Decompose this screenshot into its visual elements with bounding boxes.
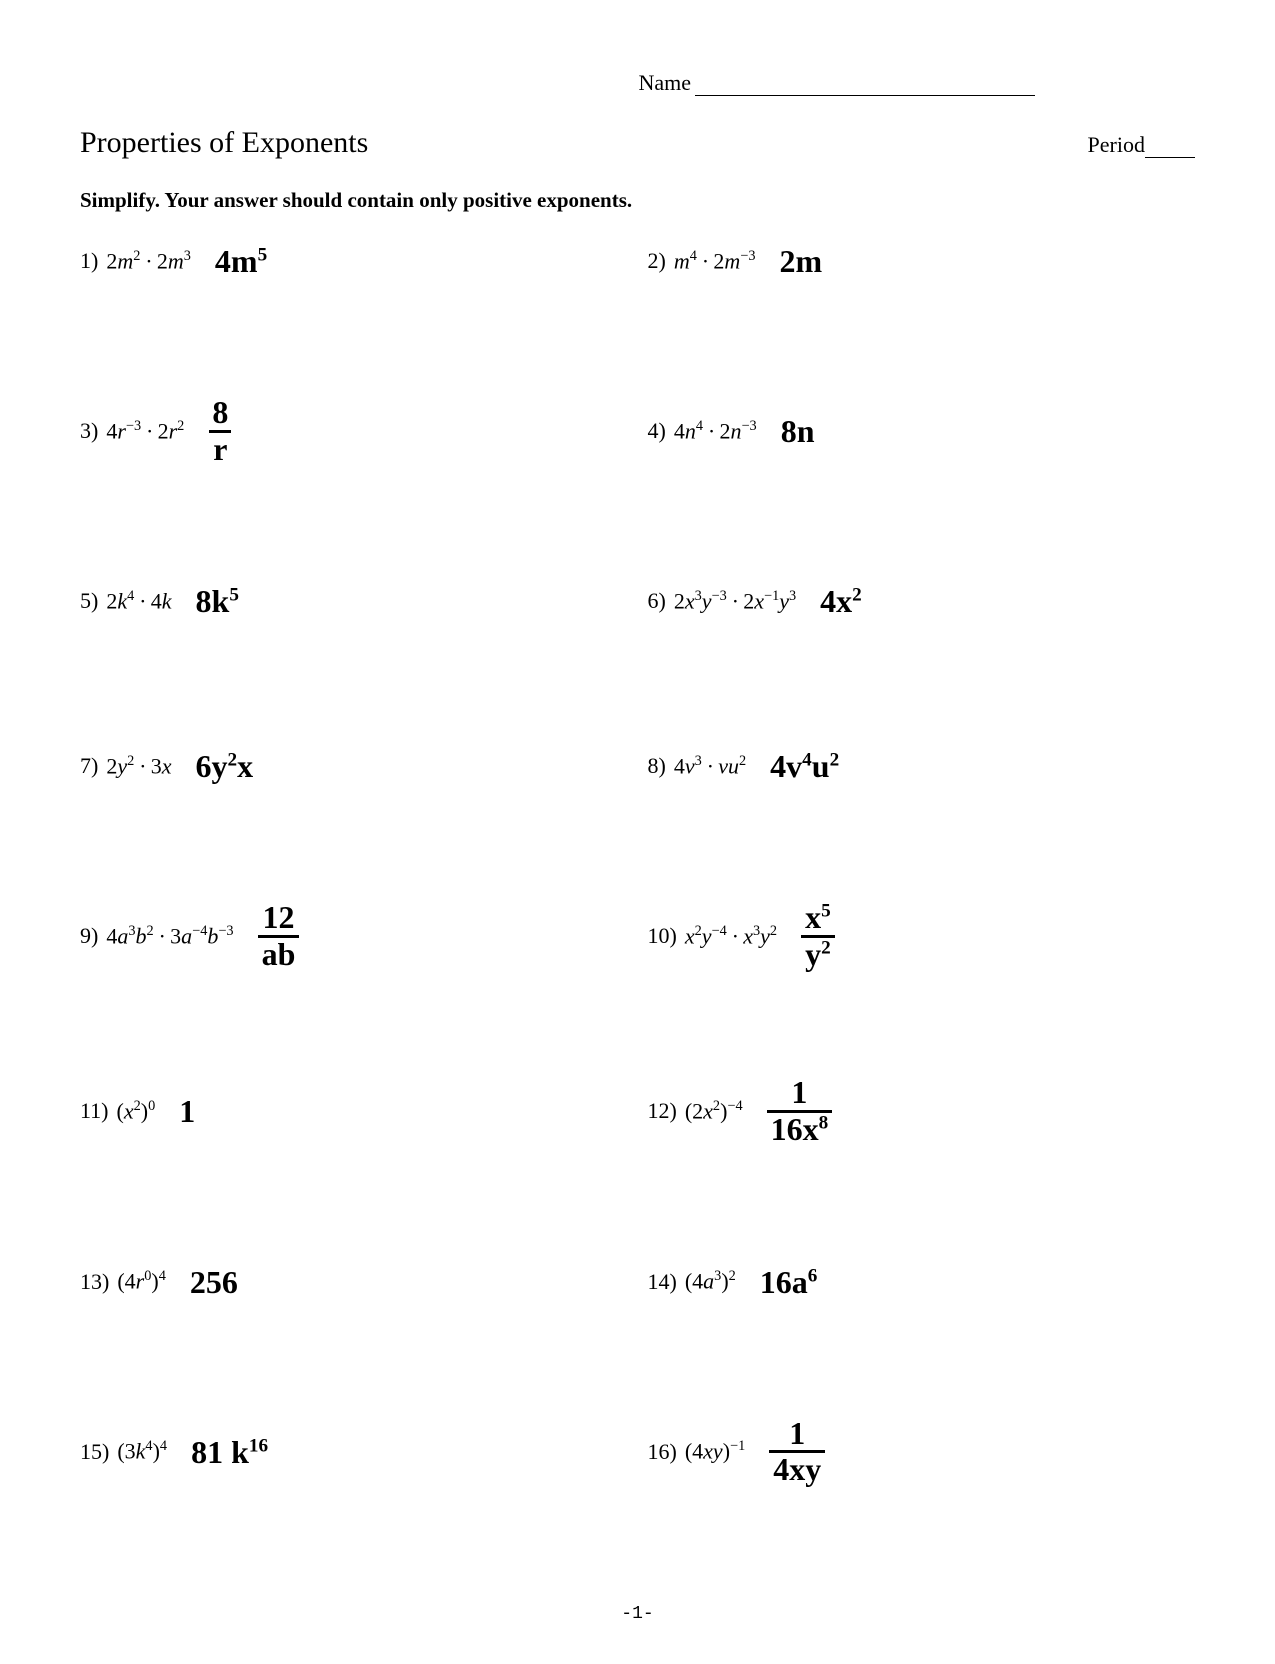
problem-number: 3) [80,418,98,444]
problem-number: 14) [648,1269,677,1295]
handwritten-answer: 116x8 [767,1076,833,1146]
problem-8: 8) 4v3 · vu2 4v4u2 [648,736,1196,796]
problem-expression: m4 · 2m−3 [674,248,756,274]
handwritten-answer: 1 [179,1095,195,1127]
problem-6: 6) 2x3y−3 · 2x−1y3 4x2 [648,571,1196,631]
problem-number: 13) [80,1269,109,1295]
problem-13: 13) (4r0)4 256 [80,1252,628,1312]
handwritten-answer: 2m [779,245,822,277]
problem-12: 12) (2x2)−4 116x8 [648,1076,1196,1146]
problem-number: 10) [648,923,677,949]
problem-expression: 2m2 · 2m3 [106,248,191,274]
problem-number: 7) [80,753,98,779]
handwritten-answer: x5y2 [801,901,835,971]
problem-2: 2) m4 · 2m−3 2m [648,231,1196,291]
problem-number: 5) [80,588,98,614]
problem-7: 7) 2y2 · 3x 6y2x [80,736,628,796]
instructions: Simplify. Your answer should contain onl… [80,188,1195,213]
problem-number: 1) [80,248,98,274]
problem-number: 12) [648,1098,677,1124]
problems-grid: 1) 2m2 · 2m3 4m5 2) m4 · 2m−3 2m 3) 4r−3 · 2r2 8… [80,231,1195,1487]
period-label: Period [1088,132,1145,157]
problem-expression: (4a3)2 [685,1268,736,1294]
problem-number: 8) [648,753,666,779]
handwritten-answer: 8k5 [196,585,239,617]
name-field-row: Name [80,70,1195,96]
problem-expression: 2x3y−3 · 2x−1y3 [674,588,796,614]
problem-number: 11) [80,1098,109,1124]
handwritten-answer: 4x2 [820,585,862,617]
period-blank-line[interactable] [1145,157,1195,158]
problem-expression: 4n4 · 2n−3 [674,418,757,444]
handwritten-answer: 4v4u2 [770,750,839,782]
page-number: -1- [621,1604,653,1624]
problem-expression: (3k4)4 [117,1438,167,1464]
title-row: Properties of Exponents Period [80,126,1195,160]
name-label: Name [638,70,691,95]
problem-number: 15) [80,1439,109,1465]
problem-expression: (x2)0 [117,1098,156,1124]
problem-expression: 2y2 · 3x [106,753,171,779]
handwritten-answer: 256 [190,1266,238,1298]
problem-14: 14) (4a3)2 16a6 [648,1252,1196,1312]
problem-1: 1) 2m2 · 2m3 4m5 [80,231,628,291]
problem-expression: x2y−4 · x3y2 [685,923,777,949]
problem-10: 10) x2y−4 · x3y2 x5y2 [648,901,1196,971]
period-field: Period [1088,132,1195,158]
problem-16: 16) (4xy)−1 14xy [648,1417,1196,1487]
problem-expression: 4v3 · vu2 [674,753,746,779]
handwritten-answer: 14xy [769,1417,825,1487]
problem-expression: (4xy)−1 [685,1438,745,1464]
handwritten-answer: 12ab [258,901,300,971]
name-blank-line[interactable] [695,95,1035,96]
handwritten-answer: 8n [781,415,815,447]
problem-expression: 4a3b2 · 3a−4b−3 [106,923,233,949]
problem-number: 2) [648,248,666,274]
problem-number: 4) [648,418,666,444]
handwritten-answer: 81 k16 [191,1436,268,1468]
problem-9: 9) 4a3b2 · 3a−4b−3 12ab [80,901,628,971]
problem-4: 4) 4n4 · 2n−3 8n [648,396,1196,466]
handwritten-answer: 8r [208,396,232,466]
handwritten-answer: 16a6 [760,1266,818,1298]
problem-5: 5) 2k4 · 4k 8k5 [80,571,628,631]
problem-expression: 2k4 · 4k [106,588,171,614]
problem-expression: (4r0)4 [117,1268,166,1294]
problem-15: 15) (3k4)4 81 k16 [80,1417,628,1487]
problem-number: 9) [80,923,98,949]
page-title: Properties of Exponents [80,126,368,160]
problem-number: 16) [648,1439,677,1465]
problem-number: 6) [648,588,666,614]
handwritten-answer: 6y2x [196,750,254,782]
problem-3: 3) 4r−3 · 2r2 8r [80,396,628,466]
handwritten-answer: 4m5 [215,245,267,277]
problem-expression: 4r−3 · 2r2 [106,418,184,444]
problem-expression: (2x2)−4 [685,1098,743,1124]
problem-11: 11) (x2)0 1 [80,1076,628,1146]
